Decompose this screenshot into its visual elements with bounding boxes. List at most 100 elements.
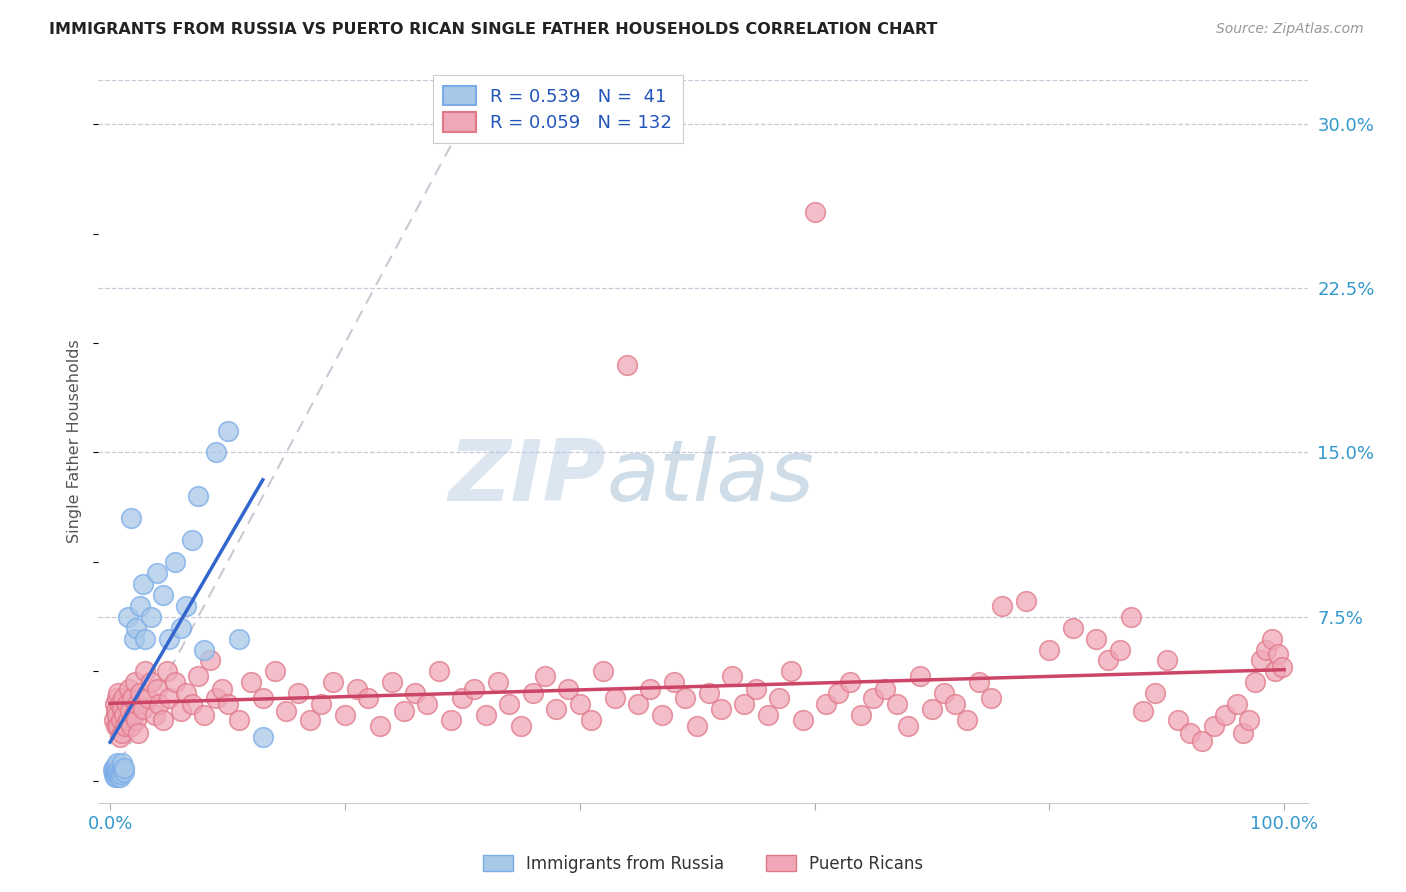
Text: IMMIGRANTS FROM RUSSIA VS PUERTO RICAN SINGLE FATHER HOUSEHOLDS CORRELATION CHAR: IMMIGRANTS FROM RUSSIA VS PUERTO RICAN S… <box>49 22 938 37</box>
Point <box>128 599 150 613</box>
Point <box>557 681 579 696</box>
Point <box>1256 642 1278 657</box>
Point <box>721 669 744 683</box>
Point <box>141 609 163 624</box>
Point <box>105 765 128 780</box>
Point <box>311 698 333 712</box>
Point <box>105 704 128 718</box>
Point <box>108 730 131 744</box>
Point <box>112 761 135 775</box>
Text: atlas: atlas <box>606 436 814 519</box>
Point <box>581 713 603 727</box>
Point <box>322 675 344 690</box>
Point <box>111 701 134 715</box>
Point <box>132 577 155 591</box>
Point <box>120 511 142 525</box>
Point <box>568 698 591 712</box>
Point <box>169 704 191 718</box>
Point <box>108 765 131 780</box>
Point <box>745 681 768 696</box>
Point <box>148 698 170 712</box>
Point <box>368 719 391 733</box>
Point <box>1038 642 1060 657</box>
Point <box>111 725 134 739</box>
Point <box>956 713 979 727</box>
Point <box>1062 621 1084 635</box>
Text: Source: ZipAtlas.com: Source: ZipAtlas.com <box>1216 22 1364 37</box>
Point <box>112 765 135 780</box>
Point <box>169 621 191 635</box>
Point <box>107 763 129 777</box>
Point <box>1215 708 1237 723</box>
Point <box>1121 609 1143 624</box>
Point <box>1108 642 1130 657</box>
Point <box>252 690 274 705</box>
Point <box>134 665 156 679</box>
Point <box>1167 713 1189 727</box>
Point <box>228 713 250 727</box>
Point <box>118 681 141 696</box>
Point <box>1271 660 1294 674</box>
Point <box>980 690 1002 705</box>
Point <box>111 756 134 771</box>
Point <box>110 767 132 781</box>
Point <box>122 708 145 723</box>
Point <box>967 675 990 690</box>
Point <box>463 681 485 696</box>
Point <box>533 669 555 683</box>
Point <box>392 704 415 718</box>
Point <box>616 358 638 372</box>
Point <box>155 665 177 679</box>
Point <box>240 675 263 690</box>
Point <box>862 690 884 705</box>
Point <box>851 708 873 723</box>
Point <box>673 690 696 705</box>
Point <box>1237 713 1260 727</box>
Point <box>105 758 128 772</box>
Point <box>815 698 838 712</box>
Point <box>146 566 169 580</box>
Point <box>193 708 215 723</box>
Point <box>1250 653 1272 667</box>
Point <box>756 708 779 723</box>
Point <box>768 690 790 705</box>
Point <box>287 686 309 700</box>
Point <box>127 698 149 712</box>
Point <box>427 665 450 679</box>
Point <box>105 763 128 777</box>
Point <box>1267 647 1289 661</box>
Point <box>105 770 128 784</box>
Point <box>107 686 129 700</box>
Point <box>108 698 131 712</box>
Point <box>117 609 139 624</box>
Point <box>128 686 150 700</box>
Point <box>1243 675 1265 690</box>
Point <box>143 708 166 723</box>
Point <box>107 719 129 733</box>
Point <box>603 690 626 705</box>
Point <box>211 681 233 696</box>
Point <box>112 708 135 723</box>
Point <box>451 690 474 705</box>
Point <box>945 698 967 712</box>
Point <box>733 698 755 712</box>
Point <box>1097 653 1119 667</box>
Point <box>104 765 127 780</box>
Point <box>1132 704 1154 718</box>
Point <box>204 445 226 459</box>
Point <box>1232 725 1254 739</box>
Point <box>120 704 142 718</box>
Point <box>120 719 142 733</box>
Point <box>439 713 461 727</box>
Point <box>132 701 155 715</box>
Point <box>627 698 650 712</box>
Point <box>827 686 849 700</box>
Legend: Immigrants from Russia, Puerto Ricans: Immigrants from Russia, Puerto Ricans <box>477 848 929 880</box>
Point <box>103 713 125 727</box>
Point <box>1085 632 1108 646</box>
Legend: R = 0.539   N =  41, R = 0.059   N = 132: R = 0.539 N = 41, R = 0.059 N = 132 <box>433 75 683 143</box>
Point <box>115 698 138 712</box>
Point <box>105 767 128 781</box>
Point <box>1015 594 1038 608</box>
Point <box>276 704 298 718</box>
